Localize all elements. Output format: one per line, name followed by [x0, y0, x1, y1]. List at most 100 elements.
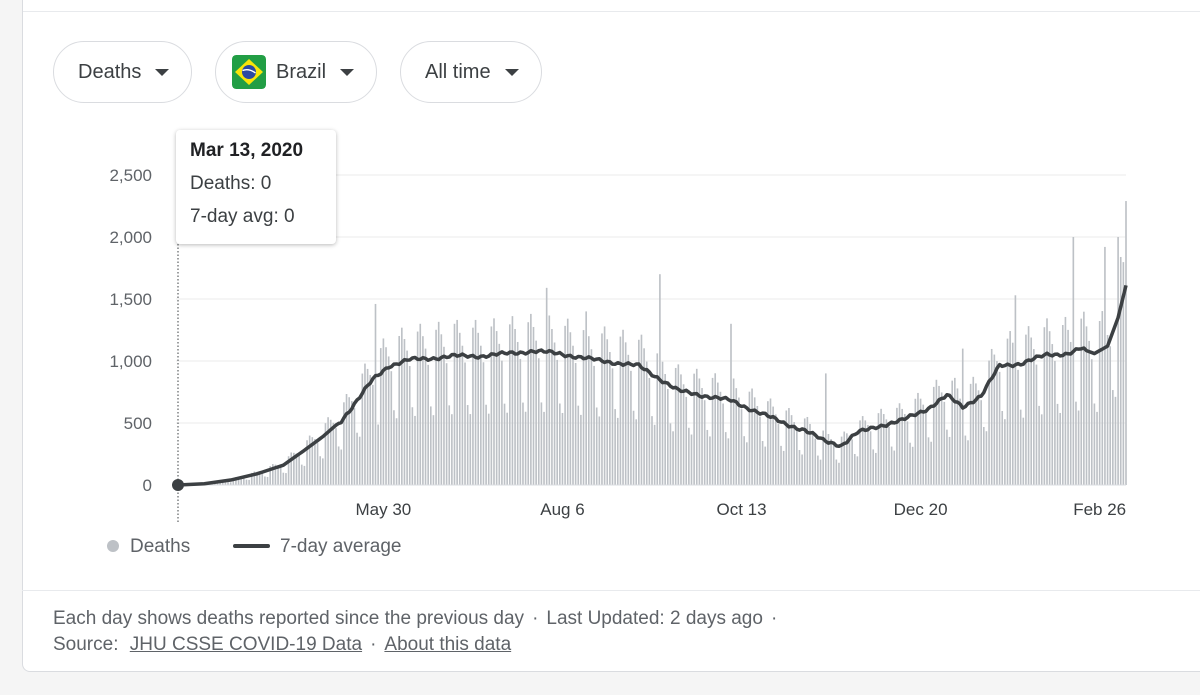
deaths-bar	[279, 466, 282, 485]
source-label: Source:	[53, 634, 119, 655]
chevron-down-icon	[504, 68, 519, 76]
deaths-bar	[335, 428, 337, 485]
legend-average-label: 7-day average	[280, 536, 401, 557]
deaths-bar	[938, 385, 940, 485]
deaths-bar	[645, 361, 648, 485]
deaths-bar	[535, 340, 537, 485]
deaths-bar	[864, 420, 867, 485]
metric-dropdown[interactable]: Deaths	[53, 41, 193, 103]
deaths-bar	[411, 407, 414, 485]
deaths-bar	[590, 349, 593, 485]
deaths-bar	[619, 336, 622, 485]
deaths-bar	[867, 424, 869, 485]
deaths-bar	[601, 333, 603, 485]
deaths-bar	[1117, 237, 1119, 485]
deaths-bar	[727, 438, 730, 485]
x-tick-label: Dec 20	[894, 500, 948, 519]
deaths-bar	[748, 391, 751, 485]
deaths-bar	[798, 450, 801, 485]
deaths-bar	[982, 427, 985, 485]
deaths-bar	[343, 402, 345, 485]
deaths-bar	[240, 476, 243, 485]
deaths-bar	[856, 456, 859, 485]
deaths-bar	[1122, 262, 1125, 485]
deaths-bar	[803, 418, 806, 485]
deaths-bar	[361, 373, 364, 485]
deaths-bar	[495, 331, 498, 485]
range-dropdown[interactable]: All time	[400, 41, 542, 103]
deaths-bar	[635, 419, 638, 485]
deaths-bar	[764, 446, 767, 485]
deaths-bar	[917, 392, 919, 485]
deaths-bar	[814, 438, 817, 485]
deaths-bar	[693, 373, 695, 485]
deaths-bar	[688, 427, 690, 485]
hover-point[interactable]	[172, 479, 184, 491]
country-dropdown[interactable]: Brazil	[215, 41, 378, 103]
deaths-bar	[624, 342, 627, 485]
deaths-bar	[877, 413, 880, 485]
deaths-bar	[374, 303, 377, 485]
deaths-bar	[250, 472, 253, 485]
deaths-bar	[414, 415, 416, 485]
deaths-bar	[801, 454, 803, 485]
last-updated: Last Updated: 2 days ago	[546, 608, 763, 629]
deaths-bar	[519, 358, 522, 485]
deaths-bar	[690, 434, 693, 485]
deaths-bar	[996, 361, 998, 485]
deaths-bar	[869, 431, 872, 485]
deaths-chart[interactable]: 0 500 1,000 1,500 2,000 2,500 May 30 Aug 6 Oct 1…	[0, 0, 1200, 590]
deaths-bar	[577, 405, 580, 485]
deaths-bar	[919, 398, 922, 485]
chevron-down-icon	[155, 68, 170, 76]
about-data-link[interactable]: About this data	[384, 634, 512, 655]
deaths-bar	[614, 409, 616, 485]
deaths-bar	[838, 462, 840, 485]
deaths-bar	[366, 368, 369, 485]
deaths-bar	[809, 423, 811, 485]
deaths-bar	[674, 367, 677, 485]
y-tick-label: 2,500	[109, 166, 152, 185]
footer-divider	[22, 590, 1200, 591]
deaths-bar	[946, 429, 948, 485]
deaths-bar	[1067, 329, 1069, 485]
deaths-bar	[964, 435, 967, 485]
x-tick-label: Feb 26	[1073, 500, 1126, 519]
deaths-bar	[940, 392, 943, 485]
deaths-bar	[543, 411, 545, 485]
deaths-bar	[285, 473, 287, 485]
deaths-bar	[1006, 338, 1009, 485]
deaths-bar	[740, 409, 743, 485]
deaths-bar	[724, 432, 727, 485]
deaths-bar	[474, 319, 477, 485]
deaths-bar	[493, 318, 495, 485]
deaths-bar	[453, 323, 456, 485]
deaths-bar	[427, 364, 429, 485]
deaths-bar	[358, 436, 361, 485]
deaths-bar	[1098, 321, 1101, 485]
deaths-bar	[1112, 390, 1114, 485]
deaths-bar	[830, 439, 832, 485]
deaths-bar	[824, 373, 827, 485]
deaths-bar	[1004, 419, 1006, 485]
deaths-bar	[680, 374, 682, 485]
deaths-bar	[698, 378, 701, 485]
deaths-bar	[796, 430, 798, 485]
deaths-bar	[943, 401, 946, 485]
deaths-bar	[243, 477, 245, 485]
deaths-bar	[1019, 409, 1022, 485]
source-link[interactable]: JHU CSSE COVID-19 Data	[129, 634, 363, 655]
deaths-bar	[485, 404, 487, 485]
separator-dot: ·	[770, 608, 778, 629]
deaths-bar	[530, 313, 532, 485]
deaths-bar	[772, 406, 774, 485]
deaths-bar	[466, 405, 469, 485]
deaths-bar	[972, 376, 975, 485]
deaths-bar	[232, 478, 235, 485]
deaths-bar	[235, 477, 237, 485]
deaths-bar	[487, 413, 490, 485]
deaths-bar	[853, 453, 856, 485]
deaths-bar	[606, 339, 609, 485]
deaths-bar	[903, 414, 906, 485]
deaths-bar	[701, 388, 703, 485]
